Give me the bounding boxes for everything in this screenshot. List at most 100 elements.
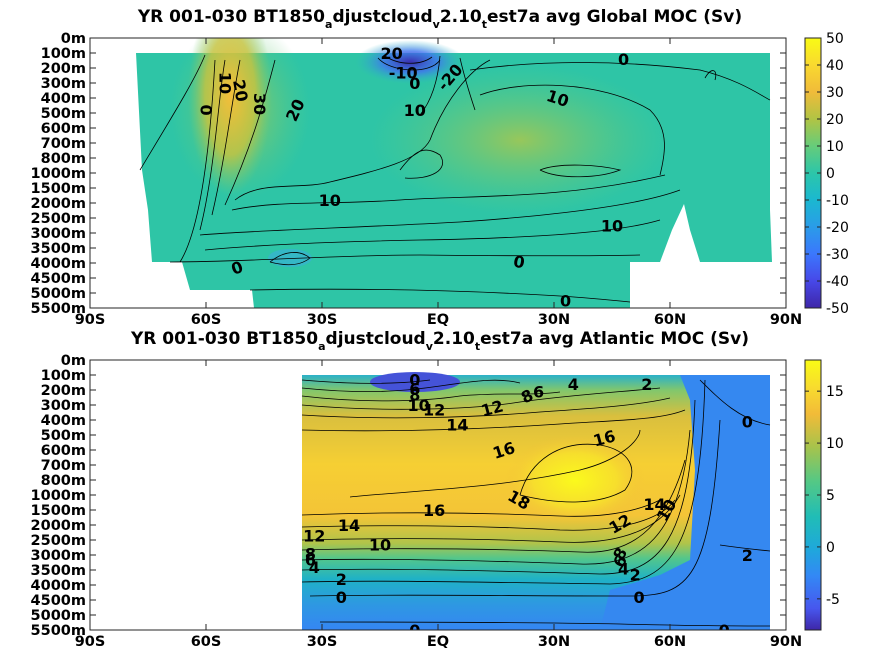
- contour-label: 14: [338, 516, 360, 535]
- x-tick-label: EQ: [427, 634, 449, 650]
- y-tick-label: 0m: [61, 353, 86, 369]
- y-tick-label: 5000m: [31, 608, 86, 624]
- y-tick-label: 2000m: [31, 518, 86, 534]
- y-tick-label: 2500m: [31, 211, 86, 227]
- atlantic-moc-panel: YR 001-030 BT1850adjustcloudv2.10test7a …: [31, 329, 844, 650]
- colorbar-tick-label: 0: [826, 540, 835, 556]
- contour-label: 16: [423, 501, 445, 520]
- colorbar-tick-label: -30: [826, 247, 849, 263]
- contour-label: 14: [446, 416, 468, 435]
- x-tick-label: 90S: [75, 312, 106, 328]
- contour-label: 0: [742, 413, 753, 432]
- colorbar-tick-label: -20: [826, 220, 849, 236]
- y-tick-label: 2500m: [31, 533, 86, 549]
- contour-label: 0: [719, 621, 730, 640]
- contour-label: 4: [309, 558, 320, 577]
- global-x-ticks: 90S 60S 30S EQ 30N 60N 90N: [75, 38, 802, 328]
- contour-label: 12: [303, 527, 325, 546]
- x-tick-label: 30S: [307, 634, 338, 650]
- x-tick-label: 90S: [75, 634, 106, 650]
- y-tick-label: 600m: [41, 121, 86, 137]
- colorbar-tick-label: 10: [826, 436, 844, 452]
- contour-label: 0: [197, 104, 216, 115]
- y-tick-label: 800m: [41, 151, 86, 167]
- atlantic-core: [505, 435, 645, 525]
- y-tick-label: 0m: [61, 31, 86, 47]
- y-tick-label: 400m: [41, 413, 86, 429]
- x-tick-label: 30N: [538, 312, 570, 328]
- colorbar-tick-label: 50: [826, 31, 844, 47]
- global-title: YR 001-030 BT1850adjustcloudv2.10test7a …: [137, 7, 742, 31]
- y-tick-label: 5500m: [31, 623, 86, 639]
- global-y-ticks: 0m100m200m300m400m500m600m700m800m1000m1…: [31, 31, 786, 317]
- y-tick-label: 800m: [41, 473, 86, 489]
- x-tick-label: 30N: [538, 634, 570, 650]
- colorbar-tick-label: 15: [826, 384, 844, 400]
- contour-label: 0: [512, 252, 526, 273]
- x-tick-label: 60N: [654, 312, 686, 328]
- global-colorbar-ticks: 50 40 30 20 10 0 -10 -20 -30 -40 -50: [805, 31, 849, 317]
- contour-label: 0: [409, 371, 420, 390]
- contour-label: 10: [601, 217, 623, 236]
- contour-label: 6: [305, 551, 316, 570]
- y-tick-label: 5500m: [31, 301, 86, 317]
- contour-label: 10: [408, 396, 430, 415]
- north-warm-cell: [370, 65, 670, 215]
- y-tick-label: 300m: [41, 398, 86, 414]
- colorbar-tick-label: 0: [826, 166, 835, 182]
- contour-label: 6: [409, 380, 420, 399]
- x-tick-label: EQ: [427, 312, 449, 328]
- contour-label: 4: [618, 560, 629, 579]
- contour-label: 0: [633, 588, 644, 607]
- contour-label: 8: [305, 545, 316, 564]
- x-tick-label: 60S: [191, 312, 222, 328]
- y-tick-label: 100m: [41, 368, 86, 384]
- y-tick-label: 1000m: [31, 166, 86, 182]
- y-tick-label: 100m: [41, 46, 86, 62]
- y-tick-label: 500m: [41, 106, 86, 122]
- colorbar-tick-label: 20: [826, 112, 844, 128]
- contour-label: 0: [409, 74, 420, 93]
- colorbar-tick-label: 40: [826, 58, 844, 74]
- y-tick-label: 5000m: [31, 286, 86, 302]
- contour-label: 0: [409, 621, 420, 640]
- y-tick-label: 2000m: [31, 196, 86, 212]
- atlantic-title: YR 001-030 BT1850adjustcloudv2.10test7a …: [130, 329, 749, 353]
- contour-label: 6: [533, 383, 544, 402]
- y-tick-label: 3000m: [31, 226, 86, 242]
- y-tick-label: 4500m: [31, 593, 86, 609]
- y-tick-label: 1500m: [31, 181, 86, 197]
- x-tick-label: 90N: [770, 312, 802, 328]
- y-tick-label: 1000m: [31, 488, 86, 504]
- colorbar-tick-label: 5: [826, 488, 835, 504]
- contour-label: 30: [250, 93, 269, 115]
- colorbar-tick-label: 30: [826, 85, 844, 101]
- x-tick-label: 90N: [770, 634, 802, 650]
- contour-label: 12: [423, 401, 445, 420]
- y-tick-label: 200m: [41, 383, 86, 399]
- contour-label: 0: [336, 588, 347, 607]
- y-tick-label: 4000m: [31, 578, 86, 594]
- atlantic-north-cold: [600, 375, 770, 630]
- contour-label: 10: [215, 72, 234, 94]
- y-tick-label: 200m: [41, 61, 86, 77]
- atlantic-colorbar-ticks: 15 10 5 0 -5: [805, 384, 844, 608]
- y-tick-label: 3500m: [31, 563, 86, 579]
- contour-label: 4: [568, 375, 579, 394]
- y-tick-label: 500m: [41, 428, 86, 444]
- contour-label: 0: [618, 50, 629, 69]
- colorbar-tick-label: -10: [826, 193, 849, 209]
- colorbar-tick-label: 10: [826, 139, 844, 155]
- y-tick-label: 700m: [41, 458, 86, 474]
- contour-label: 10: [369, 536, 391, 555]
- contour-label: 2: [630, 566, 641, 585]
- contour-label: 10: [319, 191, 341, 210]
- contour-label: 8: [409, 386, 420, 405]
- colorbar-tick-label: -50: [826, 301, 849, 317]
- y-tick-label: 3500m: [31, 241, 86, 257]
- y-tick-label: 600m: [41, 443, 86, 459]
